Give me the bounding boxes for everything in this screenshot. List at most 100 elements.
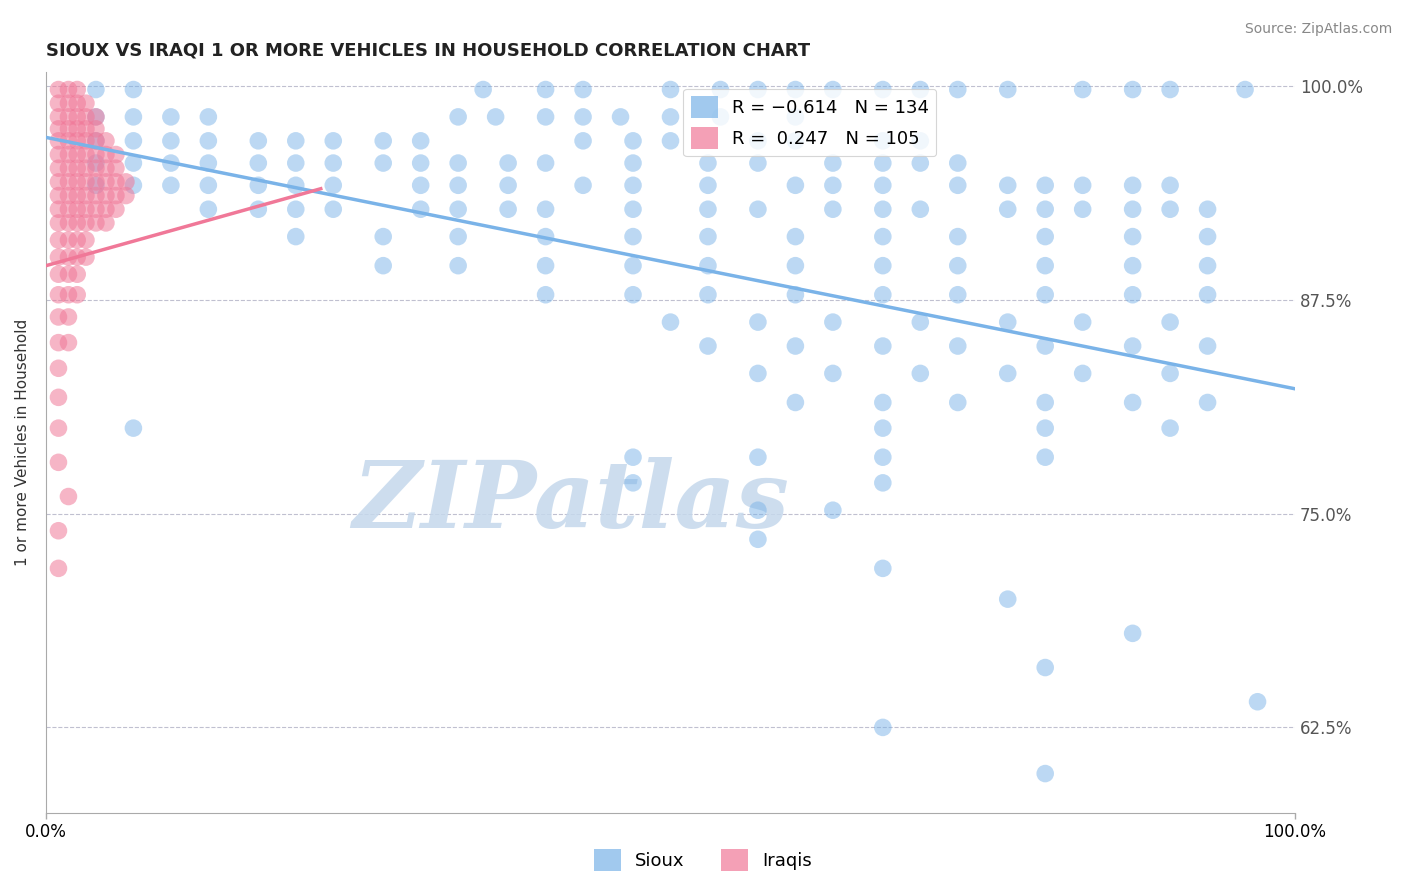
Point <box>1122 395 1144 409</box>
Point <box>747 533 769 547</box>
Point <box>94 216 117 230</box>
Point <box>747 315 769 329</box>
Point <box>58 110 80 124</box>
Point <box>66 175 89 189</box>
Point <box>58 310 80 324</box>
Point <box>1122 259 1144 273</box>
Point <box>821 367 844 381</box>
Point <box>84 110 107 124</box>
Point <box>58 335 80 350</box>
Point <box>1122 202 1144 217</box>
Point <box>66 287 89 301</box>
Point <box>747 202 769 217</box>
Point <box>785 178 807 193</box>
Point <box>447 156 470 170</box>
Point <box>946 82 969 96</box>
Point <box>160 178 183 193</box>
Point <box>58 121 80 136</box>
Point <box>84 121 107 136</box>
Point <box>58 287 80 301</box>
Point <box>66 161 89 176</box>
Point <box>75 96 97 111</box>
Point <box>1071 202 1094 217</box>
Point <box>946 259 969 273</box>
Point <box>284 156 307 170</box>
Point <box>58 202 80 217</box>
Point <box>697 287 720 301</box>
Point <box>409 134 432 148</box>
Point <box>58 134 80 148</box>
Point <box>872 82 894 96</box>
Point <box>84 147 107 161</box>
Point <box>997 592 1019 607</box>
Point <box>160 110 183 124</box>
Point <box>247 134 270 148</box>
Point <box>75 134 97 148</box>
Point <box>534 287 557 301</box>
Point <box>621 202 644 217</box>
Text: SIOUX VS IRAQI 1 OR MORE VEHICLES IN HOUSEHOLD CORRELATION CHART: SIOUX VS IRAQI 1 OR MORE VEHICLES IN HOU… <box>46 42 810 60</box>
Point <box>48 561 70 575</box>
Point <box>534 229 557 244</box>
Point <box>84 175 107 189</box>
Point <box>659 134 682 148</box>
Point <box>48 390 70 404</box>
Legend: Sioux, Iraqis: Sioux, Iraqis <box>586 842 820 879</box>
Point <box>197 178 219 193</box>
Point <box>910 202 932 217</box>
Point <box>75 216 97 230</box>
Point <box>84 134 107 148</box>
Point <box>75 161 97 176</box>
Point <box>1122 287 1144 301</box>
Point <box>910 134 932 148</box>
Point <box>197 202 219 217</box>
Point <box>122 178 145 193</box>
Point <box>621 134 644 148</box>
Point <box>48 188 70 202</box>
Point <box>485 110 508 124</box>
Point <box>1071 315 1094 329</box>
Point <box>1033 421 1056 435</box>
Point <box>997 315 1019 329</box>
Point <box>946 287 969 301</box>
Point <box>910 82 932 96</box>
Point <box>1071 178 1094 193</box>
Point <box>122 82 145 96</box>
Point <box>1197 259 1219 273</box>
Point <box>872 229 894 244</box>
Point <box>534 82 557 96</box>
Point <box>104 161 127 176</box>
Point <box>747 156 769 170</box>
Point <box>621 229 644 244</box>
Point <box>872 156 894 170</box>
Point <box>621 178 644 193</box>
Point <box>872 421 894 435</box>
Point <box>75 250 97 264</box>
Point <box>58 188 80 202</box>
Point <box>115 175 138 189</box>
Point <box>997 202 1019 217</box>
Point <box>659 110 682 124</box>
Point <box>534 259 557 273</box>
Point <box>197 134 219 148</box>
Point <box>997 367 1019 381</box>
Point <box>122 134 145 148</box>
Point <box>697 339 720 353</box>
Point <box>48 335 70 350</box>
Point <box>872 134 894 148</box>
Point <box>659 82 682 96</box>
Point <box>697 202 720 217</box>
Point <box>58 233 80 247</box>
Point <box>910 367 932 381</box>
Point <box>75 110 97 124</box>
Point <box>1122 82 1144 96</box>
Point <box>872 259 894 273</box>
Point <box>58 161 80 176</box>
Point <box>58 490 80 504</box>
Point <box>872 720 894 734</box>
Point <box>409 156 432 170</box>
Point <box>872 339 894 353</box>
Point <box>785 259 807 273</box>
Point <box>48 267 70 281</box>
Point <box>58 82 80 96</box>
